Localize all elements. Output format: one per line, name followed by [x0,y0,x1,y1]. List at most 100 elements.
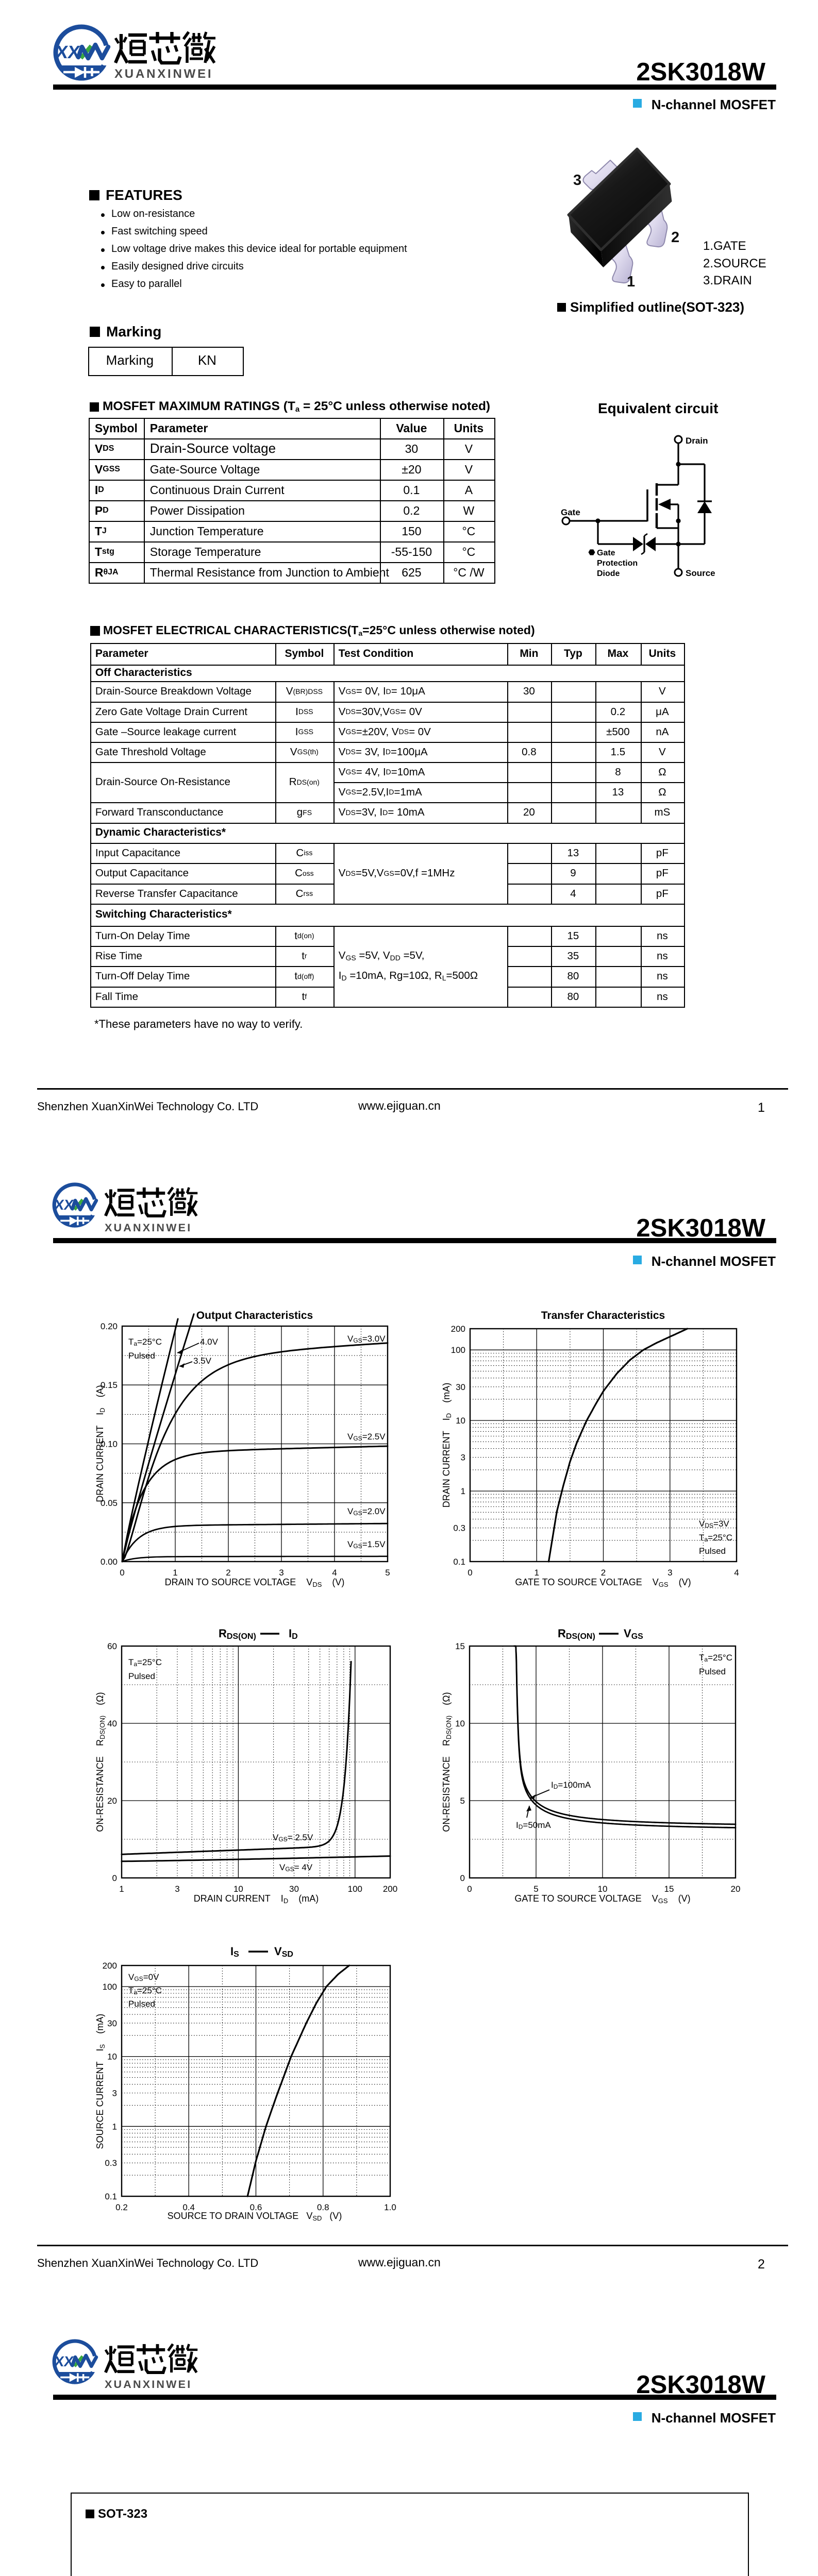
svg-text:Pulsed: Pulsed [699,1667,726,1676]
svg-text:4: 4 [734,1568,739,1578]
svg-text:100: 100 [451,1345,465,1355]
svg-text:0: 0 [468,1568,472,1578]
svg-text:100: 100 [348,1884,362,1894]
svg-text:1: 1 [173,1568,177,1578]
svg-text:Drain: Drain [686,436,708,446]
svg-text:Source: Source [686,568,715,578]
svg-text:0.20: 0.20 [101,1321,118,1331]
svg-text:0.00: 0.00 [101,1557,118,1567]
svg-text:1: 1 [534,1568,539,1578]
svg-text:Ta=25°C: Ta=25°C [128,1657,162,1668]
svg-text:RDS(ON): RDS(ON) [219,1627,256,1641]
svg-text:RDS(ON): RDS(ON) [558,1627,595,1641]
svg-text:20: 20 [107,1796,117,1806]
svg-text:0.15: 0.15 [101,1380,118,1390]
svg-text:DRAIN CURRENT ID (mA): DRAIN CURRENT ID (mA) [194,1893,319,1905]
svg-text:0: 0 [112,1873,117,1883]
svg-text:VGS= 2.5V: VGS= 2.5V [273,1833,313,1843]
svg-text:1: 1 [627,274,635,290]
svg-text:GATE TO SOURCE VOLTAGE VGS: GATE TO SOURCE VOLTAGE VGS (V) [515,1577,691,1588]
svg-text:Protection: Protection [597,559,638,568]
svg-text:Diode: Diode [597,569,620,578]
svg-text:GATE TO SOURCE VOLTAGE VGS: GATE TO SOURCE VOLTAGE VGS (V) [514,1893,690,1905]
svg-text:0.2: 0.2 [115,2202,128,2212]
svg-text:0: 0 [467,1884,472,1894]
svg-text:VDS=3V: VDS=3V [699,1519,729,1529]
svg-text:Gate: Gate [561,507,580,517]
svg-text:2: 2 [671,229,679,246]
svg-text:0.1: 0.1 [453,1557,465,1567]
svg-text:ID=100mA: ID=100mA [551,1780,591,1790]
svg-text:Ta=25°C: Ta=25°C [128,1337,162,1347]
svg-text:10: 10 [456,1416,465,1426]
svg-text:0.4: 0.4 [182,2202,195,2212]
svg-text:3: 3 [667,1568,672,1578]
svg-text:Ta=25°C: Ta=25°C [128,1986,162,1996]
svg-text:Ta=25°C: Ta=25°C [699,1653,732,1663]
svg-text:200: 200 [103,1961,117,1971]
svg-text:SOURCE CURRENT IS (mA): SOURCE CURRENT IS (mA) [95,2014,106,2149]
svg-text:20: 20 [731,1884,741,1894]
svg-text:Pulsed: Pulsed [128,1999,155,2009]
svg-text:1: 1 [119,1884,124,1894]
svg-text:VSD: VSD [274,1945,293,1959]
svg-text:0.8: 0.8 [317,2202,329,2212]
svg-text:0.3: 0.3 [453,1523,465,1533]
svg-text:5: 5 [460,1796,465,1806]
svg-text:VGS=3.0V: VGS=3.0V [347,1334,386,1344]
svg-text:5: 5 [385,1568,390,1578]
svg-text:3: 3 [279,1568,283,1578]
svg-text:40: 40 [107,1719,117,1728]
svg-text:60: 60 [107,1641,117,1651]
svg-text:DRAIN CURRENT ID (A): DRAIN CURRENT ID (A) [95,1385,106,1502]
svg-text:Ta=25°C: Ta=25°C [699,1533,732,1543]
svg-text:VGS=2.0V: VGS=2.0V [347,1506,386,1517]
svg-text:ON-RESISTANCE RDS(ON) (Ω: ON-RESISTANCE RDS(ON) (Ω) [441,1692,453,1832]
svg-text:3: 3 [573,172,581,189]
svg-text:XX: XX [55,42,81,62]
svg-text:Transfer Characteristics: Transfer Characteristics [541,1310,665,1321]
svg-text:VGS=0V: VGS=0V [128,1972,159,1982]
svg-text:3.5V: 3.5V [193,1356,212,1366]
svg-text:0: 0 [460,1873,465,1883]
svg-text:200: 200 [383,1884,397,1894]
svg-text:15: 15 [664,1884,674,1894]
svg-text:15: 15 [455,1641,465,1651]
svg-text:5: 5 [533,1884,538,1894]
svg-text:ON-RESISTANCE RDS(ON) (Ω: ON-RESISTANCE RDS(ON) (Ω) [95,1692,106,1832]
svg-text:30: 30 [456,1382,465,1392]
svg-text:IS: IS [230,1945,239,1959]
svg-text:3: 3 [112,2089,117,2098]
svg-text:0: 0 [120,1568,124,1578]
svg-text:4.0V: 4.0V [200,1337,219,1347]
svg-text:VGS=1.5V: VGS=1.5V [347,1539,386,1550]
svg-text:0.6: 0.6 [250,2202,262,2212]
svg-text:Pulsed: Pulsed [128,1671,155,1681]
svg-text:3: 3 [175,1884,179,1894]
svg-text:ID: ID [289,1627,298,1641]
svg-text:Pulsed: Pulsed [128,1351,155,1361]
svg-text:0.3: 0.3 [105,2158,117,2168]
svg-text:3: 3 [461,1453,465,1463]
svg-text:1.0: 1.0 [384,2202,396,2212]
svg-text:Output Characteristics: Output Characteristics [196,1310,313,1321]
svg-text:2: 2 [601,1568,606,1578]
svg-text:1: 1 [461,1486,465,1496]
svg-text:200: 200 [451,1324,465,1334]
svg-text:30: 30 [107,2019,117,2028]
svg-text:ID=50mA: ID=50mA [516,1820,551,1831]
svg-text:VGS=2.5V: VGS=2.5V [347,1432,386,1442]
svg-text:10: 10 [598,1884,608,1894]
svg-text:1: 1 [112,2122,117,2131]
svg-text:100: 100 [103,1982,117,1992]
svg-text:VGS= 4V: VGS= 4V [279,1862,313,1873]
svg-text:30: 30 [289,1884,299,1894]
svg-text:4: 4 [332,1568,337,1578]
svg-text:0.05: 0.05 [101,1498,118,1508]
svg-text:0.1: 0.1 [105,2192,117,2201]
svg-text:10: 10 [455,1719,465,1728]
svg-text:DRAIN CURRENT ID (mA): DRAIN CURRENT ID (mA) [441,1383,453,1507]
svg-text:SOURCE TO DRAIN VOLTAGE VSD: SOURCE TO DRAIN VOLTAGE VSD (V) [168,2211,342,2222]
svg-text:10: 10 [107,2052,117,2062]
svg-text:2: 2 [226,1568,230,1578]
